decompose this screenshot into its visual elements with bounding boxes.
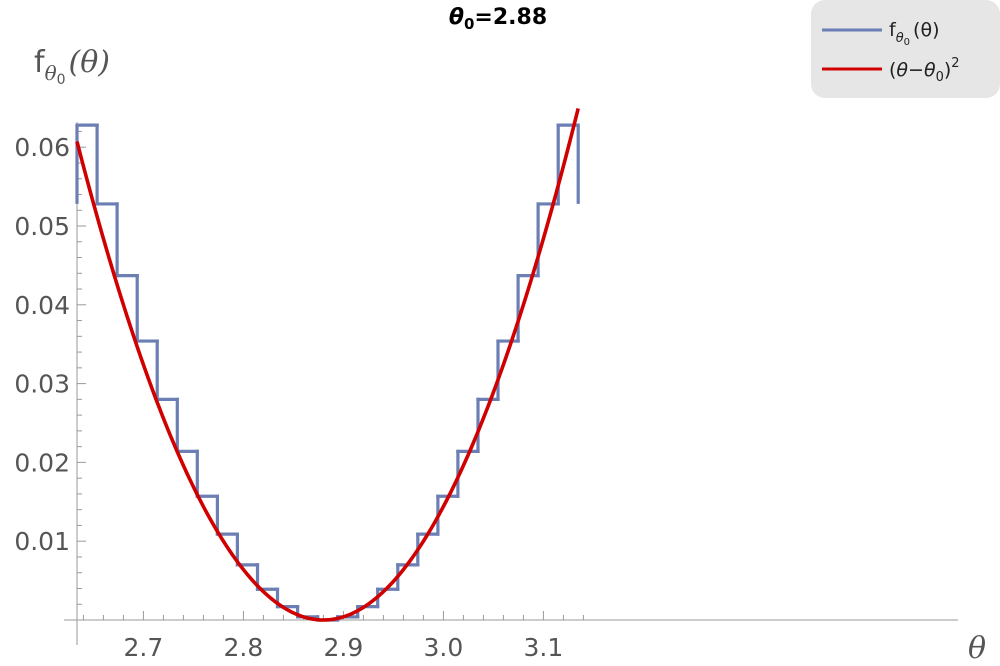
- y-tick-label: 0.04: [14, 291, 70, 320]
- x-tick-label: 3.1: [524, 633, 564, 662]
- plot-area: [75, 107, 580, 622]
- y-tick-label: 0.02: [14, 448, 70, 477]
- legend-label-parabola: (θ−θ0)2: [889, 56, 960, 85]
- x-tick-label: 2.7: [124, 633, 164, 662]
- plot-title: θ0=2.88: [449, 5, 547, 33]
- legend-box: [811, 0, 1000, 98]
- legend-label-step: fθ0(θ): [889, 19, 940, 48]
- y-axis-title: fθ0 (θ): [34, 45, 110, 88]
- y-tick-label: 0.06: [14, 133, 70, 162]
- x-tick-label: 2.9: [324, 633, 364, 662]
- y-tick-label: 0.05: [14, 212, 70, 241]
- y-tick-label: 0.01: [14, 527, 70, 556]
- parabola-line: [75, 107, 580, 622]
- x-tick-label: 2.8: [224, 633, 264, 662]
- y-tick-label: 0.03: [14, 370, 70, 399]
- x-axis-title: θ: [968, 631, 986, 666]
- legend: fθ0(θ) (θ−θ0)2: [811, 0, 1000, 98]
- axes: 2.7 2.8 2.9 3.0 3.1 0.01 0.02 0.03 0.04 0.05 0.06: [14, 122, 958, 662]
- x-tick-label: 3.0: [424, 633, 464, 662]
